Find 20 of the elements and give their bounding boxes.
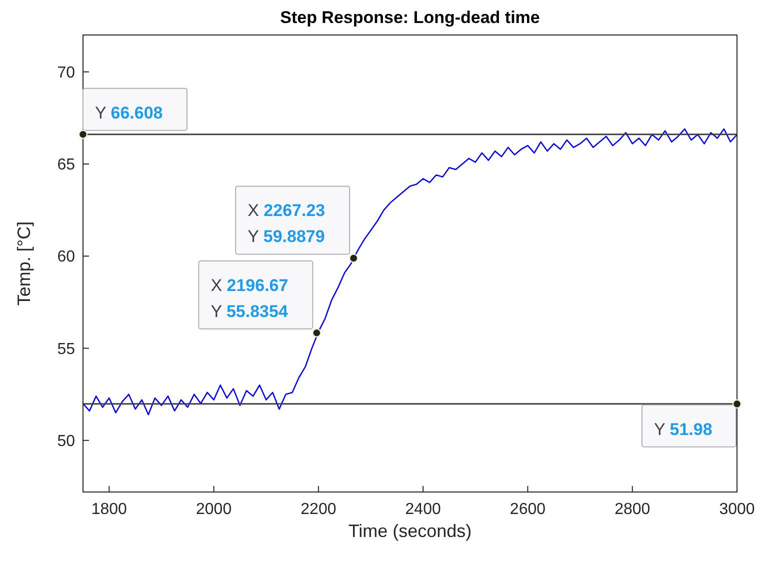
- annotation: X 2196.67 Y 55.8354: [210, 276, 288, 321]
- x-tick-label: 2000: [196, 501, 232, 518]
- y-axis-title: Temp. [°C]: [14, 221, 34, 306]
- y-tick-label: 50: [57, 433, 76, 450]
- y-tick-label: 65: [57, 156, 76, 174]
- annotation: Y 51.98: [654, 420, 712, 439]
- chart-title: Step Response: Long-dead time: [280, 8, 540, 27]
- x-tick-label: 1800: [91, 501, 128, 518]
- x-tick-label: 2200: [300, 501, 336, 518]
- x-tick-label: 2600: [510, 501, 546, 518]
- x-tick-label: 3000: [719, 501, 755, 518]
- y-tick-label: 55: [57, 340, 76, 358]
- x-axis-title: Time (seconds): [348, 521, 472, 541]
- line-series: [82, 128, 738, 416]
- annotation: Y 66.608: [95, 103, 163, 122]
- y-tick-label: 60: [57, 248, 76, 266]
- annotation: X 2267.23 Y 59.8879: [248, 201, 326, 246]
- x-tick-label: 2800: [614, 501, 650, 518]
- x-tick-label: 2400: [405, 501, 441, 518]
- y-tick-label: 70: [57, 64, 76, 82]
